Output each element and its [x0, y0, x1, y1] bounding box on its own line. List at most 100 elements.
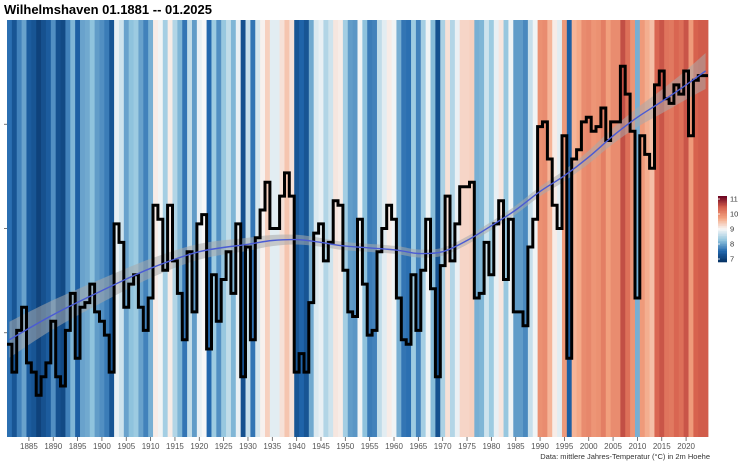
year-stripe [537, 20, 543, 437]
legend-gradient-segment [718, 202, 727, 205]
x-tick-label: 1885 [20, 442, 38, 451]
year-stripe [172, 20, 178, 437]
year-stripe [114, 20, 120, 437]
legend-gradient-segment [718, 232, 727, 235]
year-stripe [600, 20, 607, 437]
x-tick-label: 1910 [142, 442, 160, 451]
year-stripe [683, 20, 689, 437]
year-stripe [581, 20, 587, 437]
year-stripe [21, 20, 27, 437]
year-stripe [552, 20, 558, 437]
chart-caption: Data: mittlere Jahres-Temperatur (°C) in… [540, 452, 710, 461]
year-stripe [664, 20, 670, 437]
legend-gradient-segment [718, 224, 727, 226]
x-tick-label: 1905 [117, 442, 135, 451]
year-stripe [586, 20, 592, 437]
legend-gradient-segment [718, 207, 727, 210]
x-tick-label: 1900 [93, 442, 111, 451]
legend-gradient-segment [718, 220, 727, 223]
year-stripe [659, 20, 665, 437]
year-stripe [45, 20, 52, 437]
x-tick-label: 1995 [555, 442, 573, 451]
year-stripe [323, 20, 329, 437]
legend-gradient-segment [718, 253, 727, 256]
year-stripe [518, 20, 524, 437]
legend-gradient-segment [718, 257, 727, 259]
year-stripe [630, 20, 636, 437]
color-legend: 7 8 9 10 11 [718, 195, 738, 264]
x-tick-label: 1935 [263, 442, 281, 451]
year-stripe [420, 20, 427, 437]
x-tick-label: 1965 [409, 442, 427, 451]
year-stripe [294, 20, 300, 437]
year-stripe [167, 20, 173, 437]
smoothed-trend-line [9, 70, 707, 341]
year-stripe [527, 20, 534, 437]
year-stripe [620, 20, 626, 437]
year-stripe [396, 20, 402, 437]
year-stripe [313, 20, 319, 437]
x-tick-label: 1890 [44, 442, 62, 451]
legend-gradient-segment [718, 250, 727, 253]
year-stripe [673, 20, 680, 437]
x-tick-label: 1930 [239, 442, 257, 451]
legend-gradient-segment [718, 210, 727, 213]
year-stripe [464, 20, 470, 437]
legend-tick-label: 9 [730, 225, 734, 234]
year-stripe [523, 20, 529, 437]
year-stripe [688, 20, 694, 437]
year-stripe [250, 20, 256, 437]
year-stripe [440, 20, 446, 437]
legend-gradient-segment [718, 252, 727, 255]
year-stripe [328, 20, 334, 437]
year-stripe [75, 20, 81, 437]
year-stripe [678, 20, 685, 437]
year-stripe [148, 20, 154, 437]
year-stripe [367, 20, 373, 437]
x-tick-label: 1970 [434, 442, 452, 451]
year-stripe [615, 20, 621, 437]
year-stripe [128, 20, 134, 437]
year-stripe [449, 20, 456, 437]
year-stripe [94, 20, 100, 437]
x-tick-label: 1960 [385, 442, 403, 451]
year-stripe [89, 20, 96, 437]
year-stripe [7, 20, 13, 437]
year-stripe [411, 20, 417, 437]
year-stripe [513, 20, 519, 437]
year-stripe [230, 20, 237, 437]
year-stripe [644, 20, 650, 437]
year-stripe [610, 20, 616, 437]
year-stripe [566, 20, 573, 437]
year-stripe [201, 20, 207, 437]
x-axis: 1885 1890 1895 1900 1905 1910 1915 1920 1925 1930… [4, 123, 696, 451]
year-stripe [109, 20, 115, 437]
legend-gradient-segment [718, 196, 727, 198]
year-stripe [245, 20, 251, 437]
legend-gradient-segment [718, 243, 727, 246]
x-tick-label: 1980 [482, 442, 500, 451]
legend-gradient-segment [718, 215, 727, 218]
year-stripe [347, 20, 354, 437]
year-stripe [260, 20, 266, 437]
year-stripe [143, 20, 149, 437]
year-stripe [104, 20, 110, 437]
year-stripe [649, 20, 655, 437]
year-stripe [196, 20, 203, 437]
year-stripe [498, 20, 504, 437]
year-stripe [60, 20, 66, 437]
x-tick-label: 1990 [531, 442, 549, 451]
legend-gradient-segment [718, 245, 727, 248]
year-stripe [133, 20, 139, 437]
year-stripe [386, 20, 392, 437]
legend-gradient-segment [718, 242, 727, 245]
legend-tick-label: 10 [730, 210, 738, 219]
legend-gradient-segment [718, 240, 727, 243]
year-stripe [118, 20, 125, 437]
legend-gradient-segment [718, 197, 727, 200]
x-tick-label: 1975 [458, 442, 476, 451]
year-stripe [406, 20, 412, 437]
legend-gradient-segment [718, 230, 727, 233]
year-stripe [216, 20, 222, 437]
